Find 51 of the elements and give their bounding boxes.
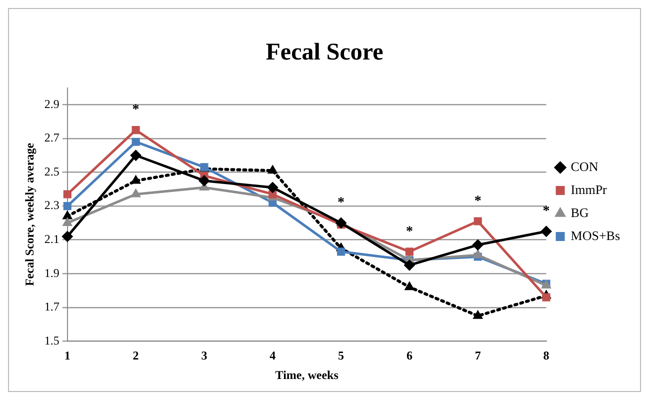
annotation: *: [542, 204, 550, 220]
point: [62, 217, 72, 226]
point: [542, 293, 550, 302]
point: [132, 126, 140, 134]
point: [404, 260, 415, 271]
annotation: *: [406, 224, 413, 240]
y-tick-label: 1.7: [44, 300, 60, 314]
x-axis-title: Time, weeks: [275, 368, 339, 382]
y-axis-title: Fecal Score, weekly average: [22, 142, 36, 286]
x-tick-label: 3: [201, 348, 208, 362]
point: [404, 282, 414, 290]
x-tick-label: 4: [270, 348, 276, 362]
x-tick-label: 8: [543, 348, 550, 362]
y-tick-label: 1.5: [44, 333, 60, 348]
y-tick-label: 2.7: [44, 130, 60, 145]
x-tick-label: 6: [406, 348, 412, 362]
x-tick-label: 7: [474, 348, 481, 362]
y-tick-label: 1.9: [44, 266, 60, 280]
point: [267, 182, 278, 193]
point: [63, 190, 72, 198]
annotation: *: [132, 102, 140, 118]
y-tick-label: 2.5: [44, 164, 60, 178]
point: [198, 175, 210, 186]
x-tick-label: 1: [64, 348, 70, 362]
point: [337, 248, 346, 256]
point: [540, 226, 552, 237]
y-tick-label: 2.9: [44, 96, 60, 111]
x-tick-label: 2: [132, 348, 139, 362]
point: [130, 150, 142, 161]
point: [336, 217, 347, 228]
legend-label: BG: [570, 204, 589, 220]
point: [473, 250, 483, 258]
point: [473, 310, 483, 319]
point: [268, 165, 278, 174]
point: [130, 188, 141, 198]
point: [472, 239, 484, 250]
point: [405, 248, 414, 256]
annotation: *: [338, 196, 345, 211]
point: [474, 217, 482, 226]
x-tick-label: 5: [338, 348, 344, 362]
legend-label: MOS+Bs: [570, 228, 620, 243]
legend-label: CON: [570, 158, 599, 174]
chart-title: Fecal Score: [266, 40, 384, 66]
legend-label: ImmPr: [570, 182, 608, 197]
y-tick-label: 2.3: [44, 198, 60, 212]
annotation: *: [474, 194, 482, 209]
point: [62, 230, 73, 242]
y-tick-label: 2.1: [44, 232, 60, 246]
point: [62, 210, 72, 220]
point: [132, 138, 140, 146]
point: [130, 175, 141, 184]
